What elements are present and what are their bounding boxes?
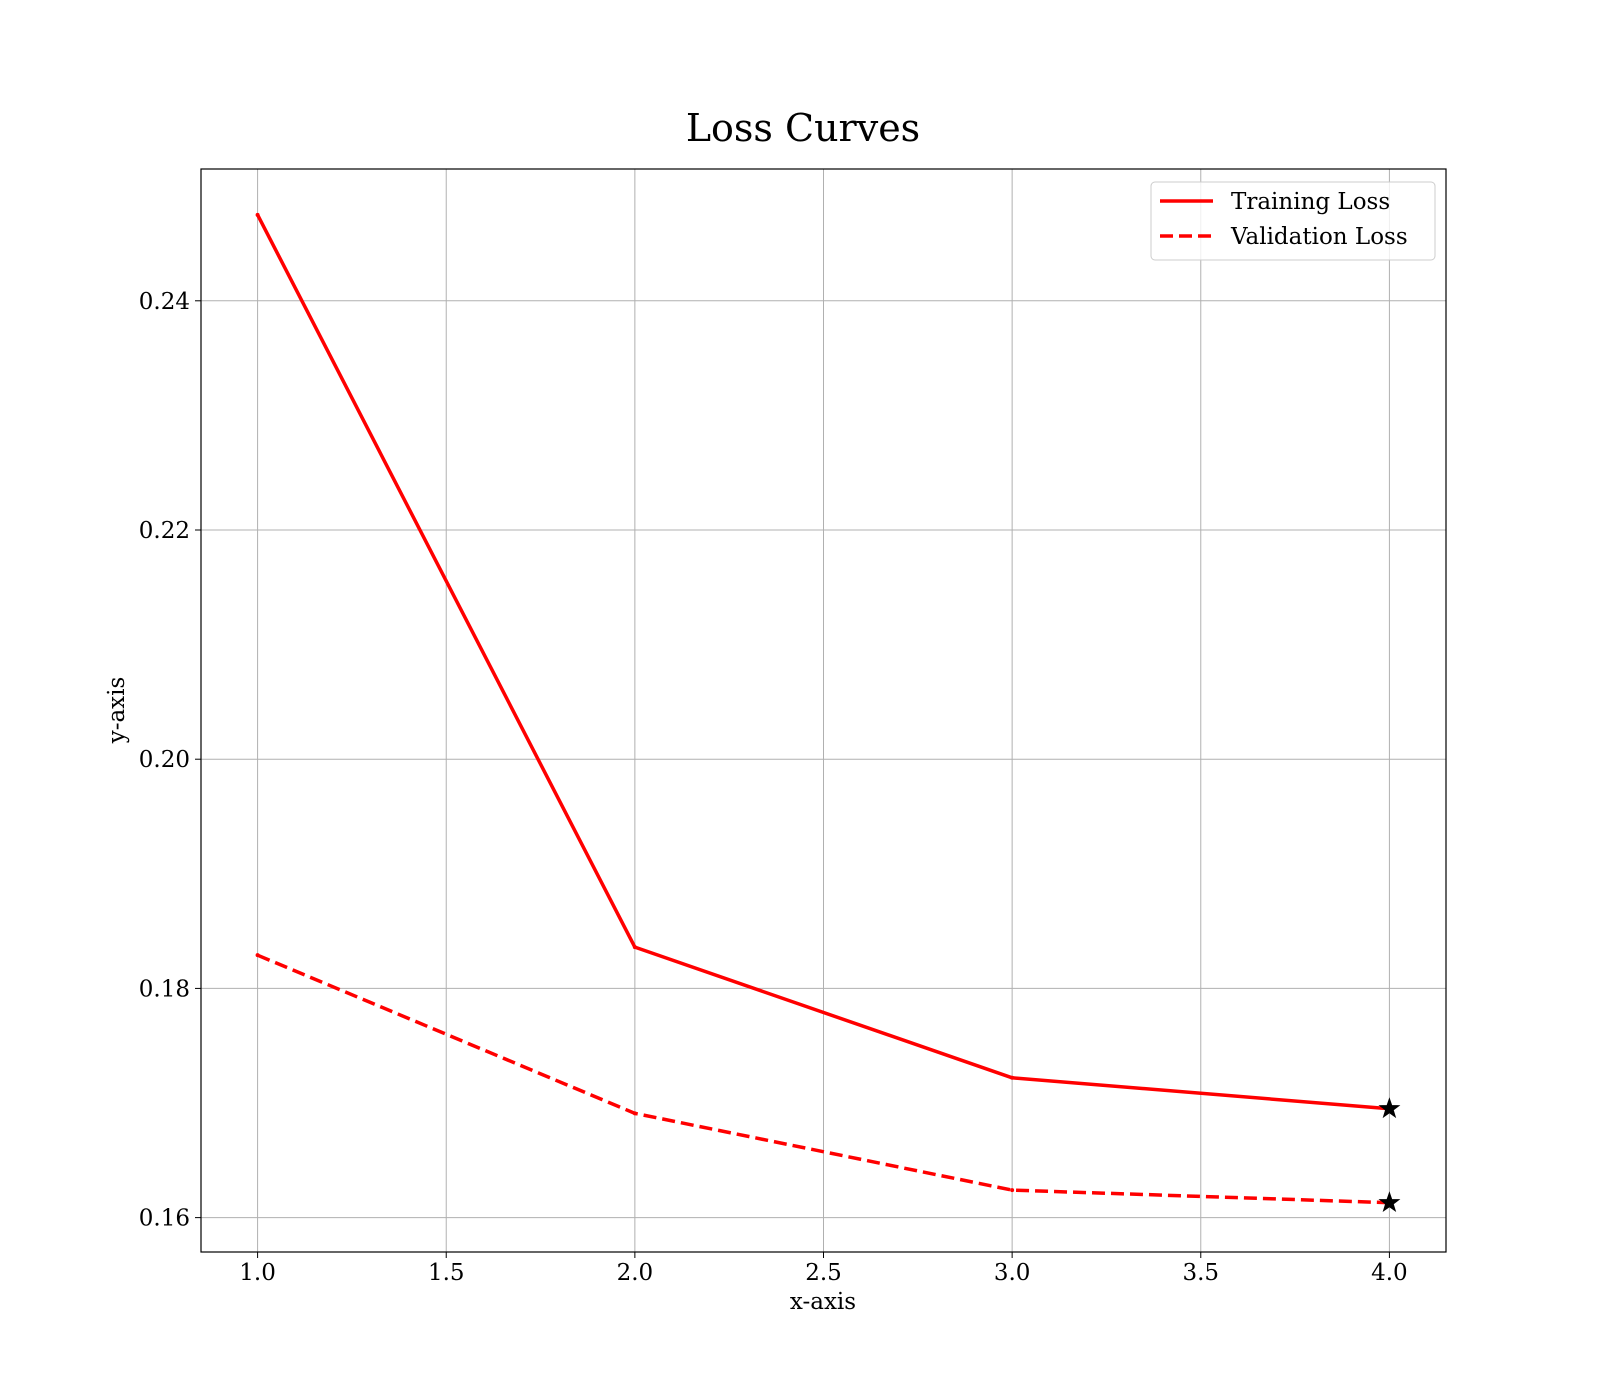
x-tick-label-1-5: 1.5 xyxy=(428,1260,465,1286)
x-tick-label-1-0: 1.0 xyxy=(239,1260,276,1286)
data-point-training-loss xyxy=(1010,1075,1015,1080)
end-marker-star-validation-loss xyxy=(1378,1191,1401,1213)
x-tick-label-2-0: 2.0 xyxy=(617,1260,654,1286)
x-tick-label-3-0: 3.0 xyxy=(994,1260,1031,1286)
chart-title: Loss Curves xyxy=(686,106,920,150)
series-line-training-loss xyxy=(256,214,1390,1111)
series-line-validation-loss xyxy=(256,953,1390,1205)
end-marker-star-training-loss xyxy=(1378,1097,1401,1119)
x-tick-label-2-5: 2.5 xyxy=(805,1260,842,1286)
ticks: 1.0 1.5 2.0 2.5 3.0 3.5 4.0 0.16 0.18 0.20 0.22 0.2… xyxy=(139,289,1408,1286)
series-group xyxy=(255,212,1401,1213)
x-tick-label-4-0: 4.0 xyxy=(1371,1260,1408,1286)
data-point-validation-loss xyxy=(1010,1188,1015,1193)
data-point-training-loss xyxy=(255,212,260,217)
y-tick-label-0-20: 0.20 xyxy=(139,747,190,773)
y-axis-label: y-axis xyxy=(104,677,130,745)
y-tick-label-0-16: 0.16 xyxy=(139,1206,190,1232)
grid xyxy=(201,169,1446,1252)
legend-box xyxy=(1150,181,1436,261)
x-axis-label: x-axis xyxy=(790,1289,856,1315)
legend: Training Loss Validation Loss xyxy=(1150,181,1436,261)
data-point-training-loss xyxy=(632,945,637,950)
data-point-validation-loss xyxy=(255,953,260,958)
y-tick-label-0-24: 0.24 xyxy=(139,289,190,315)
y-tick-label-0-22: 0.22 xyxy=(139,518,190,544)
legend-label-validation-loss: Validation Loss xyxy=(1230,224,1408,250)
data-point-validation-loss xyxy=(632,1111,637,1116)
y-tick-label-0-18: 0.18 xyxy=(139,976,190,1002)
x-tick-label-3-5: 3.5 xyxy=(1182,1260,1219,1286)
legend-label-training-loss: Training Loss xyxy=(1231,189,1390,215)
